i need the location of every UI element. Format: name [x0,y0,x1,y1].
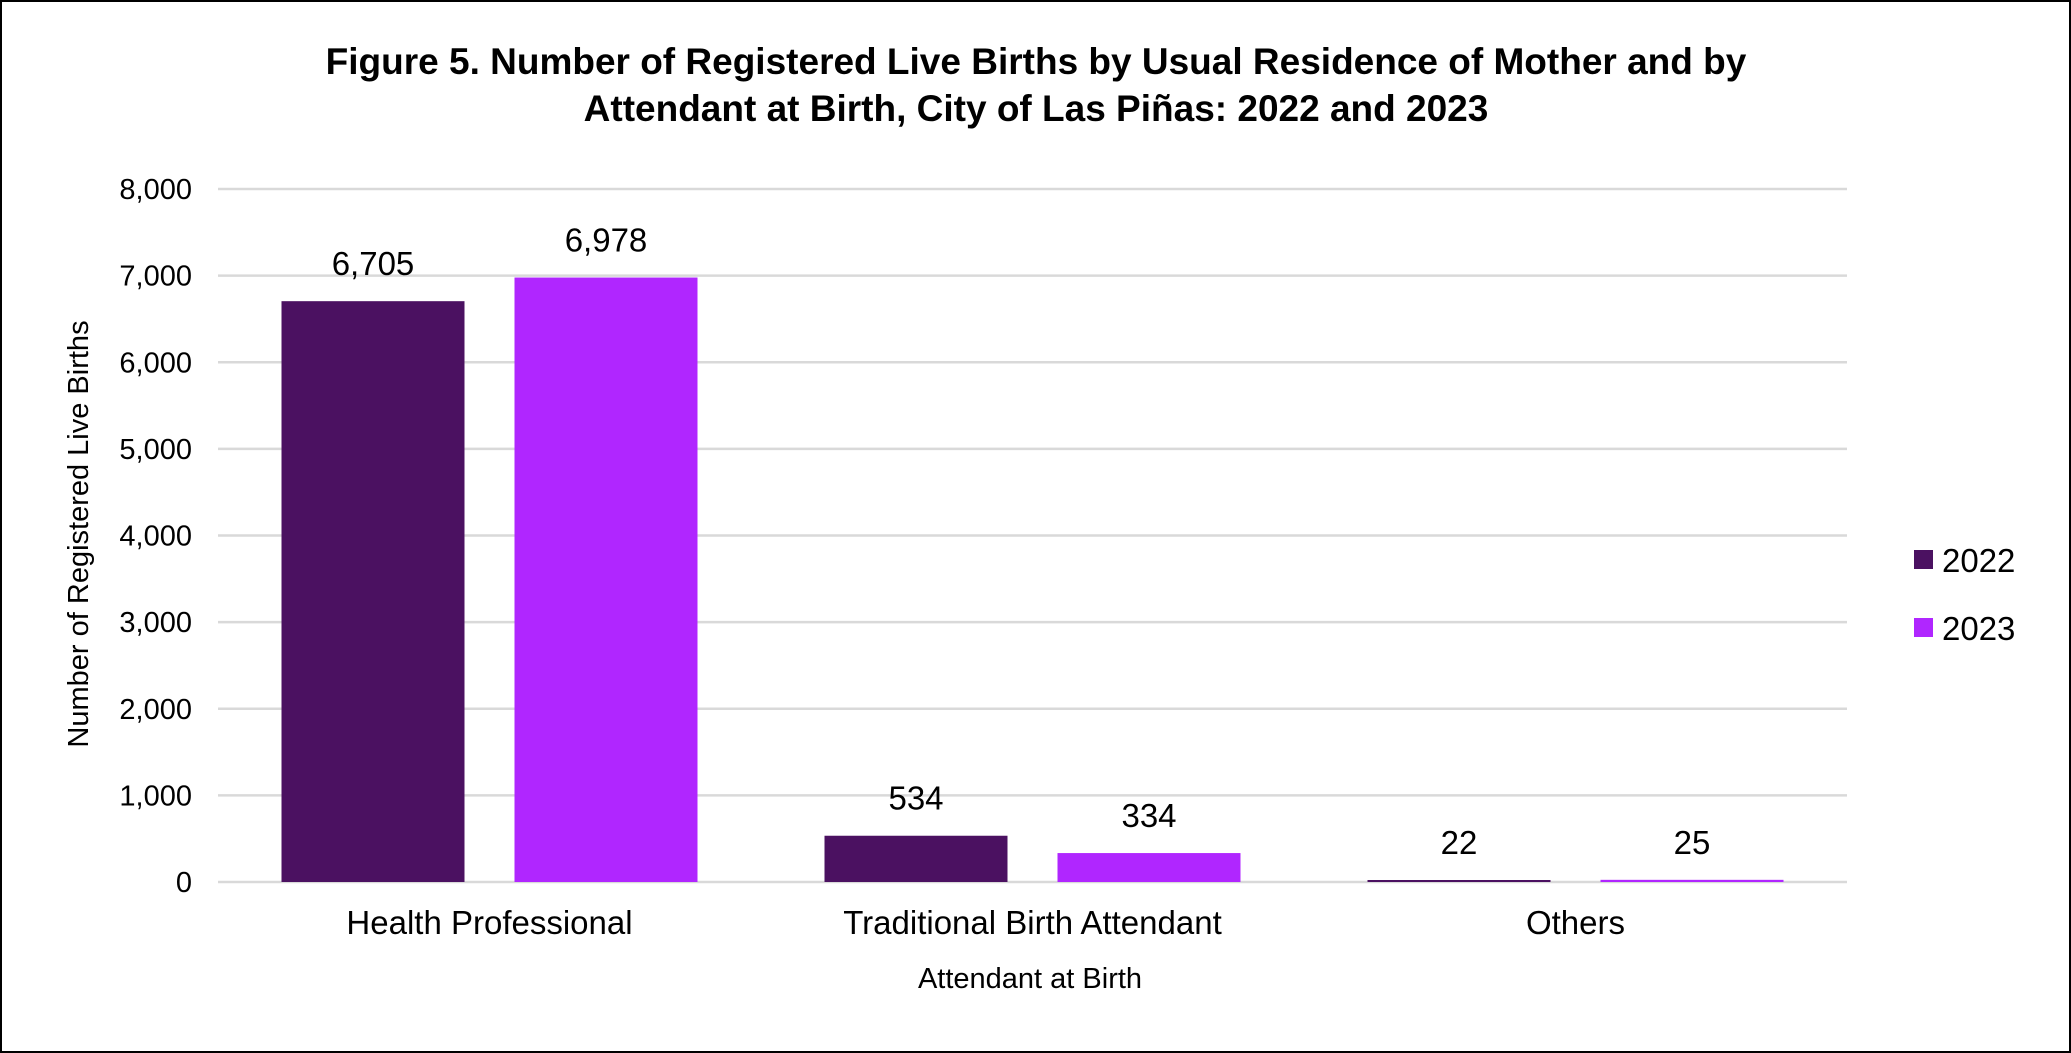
x-axis-categories: Health Professional Traditional Birth Att… [346,904,1625,941]
y-tick-label: 0 [176,867,192,899]
y-tick-label: 2,000 [119,694,192,726]
data-label: 534 [888,780,943,817]
bars [281,277,1784,882]
bar-2022-1 [824,835,1008,882]
chart-title-line-2: Attendant at Birth, City of Las Piñas: 2… [584,88,1489,129]
y-tick-label: 8,000 [119,174,192,206]
y-tick-label: 4,000 [119,521,192,553]
gridlines [218,187,1847,884]
bar-2023-2 [1600,879,1784,882]
bar-2023-1 [1057,853,1241,882]
y-tick-label: 6,000 [119,347,192,379]
legend: 2022 2023 [1914,542,2015,647]
x-category-label: Others [1526,904,1625,941]
legend-label: 2023 [1942,610,2015,647]
y-tick-label: 3,000 [119,607,192,639]
y-axis-label: Number of Registered Live Births [63,320,95,747]
data-labels: 6,705 6,978 534 334 22 25 [332,222,1711,861]
data-label: 22 [1441,824,1478,861]
y-axis-ticks: 0 1,000 2,000 3,000 4,000 5,000 6,000 7,000 8,00… [119,174,192,899]
x-category-label: Traditional Birth Attendant [843,904,1222,941]
y-tick-label: 1,000 [119,780,192,812]
legend-label: 2022 [1942,542,2015,579]
legend-swatch [1914,550,1933,569]
bar-2023-0 [514,277,698,882]
chart-title-line-1: Figure 5. Number of Registered Live Birt… [326,41,1747,82]
data-label: 334 [1121,797,1176,834]
data-label: 25 [1674,824,1711,861]
bar-2022-2 [1367,880,1551,882]
data-label: 6,705 [332,245,415,282]
x-axis-label: Attendant at Birth [918,963,1142,995]
bar-2022-0 [281,301,465,882]
legend-swatch [1914,618,1933,637]
y-tick-label: 7,000 [119,261,192,293]
x-category-label: Health Professional [346,904,632,941]
data-label: 6,978 [565,222,648,259]
y-tick-label: 5,000 [119,434,192,466]
